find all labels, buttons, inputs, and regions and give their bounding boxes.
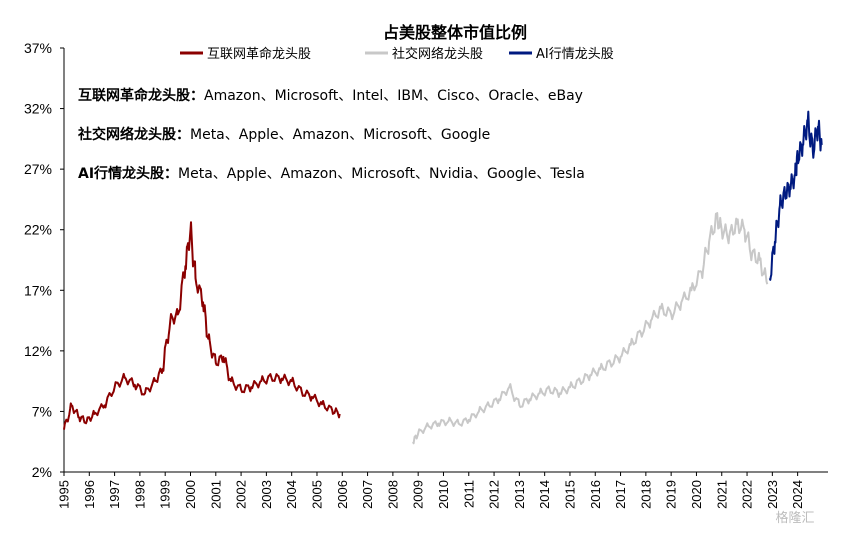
x-tick-label: 1999 (158, 480, 173, 509)
x-tick-label: 1996 (82, 480, 97, 509)
x-tick-label: 2001 (208, 480, 223, 509)
y-tick-label: 37% (24, 40, 52, 56)
x-tick-label: 2024 (790, 480, 805, 509)
x-tick-label: 2015 (563, 480, 578, 509)
y-tick-label: 27% (24, 161, 52, 177)
annotation-ai: AI行情龙头股：Meta、Apple、Amazon、Microsoft、Nvid… (78, 165, 585, 182)
x-tick-label: 1998 (132, 480, 147, 509)
x-tick-label: 2009 (411, 480, 426, 509)
legend-label-ai: AI行情龙头股 (536, 47, 614, 62)
annotation-block: 互联网革命龙头股：Amazon、Microsoft、Intel、IBM、Cisc… (77, 87, 585, 182)
x-tick-label: 2008 (385, 480, 400, 509)
y-tick-label: 2% (32, 464, 52, 480)
annotation-social: 社交网络龙头股：Meta、Apple、Amazon、Microsoft、Goog… (77, 126, 490, 143)
y-tick-label: 12% (24, 343, 52, 359)
x-tick-label: 2018 (638, 480, 653, 509)
x-tick-label: 2017 (613, 480, 628, 509)
axes: 37% 32% 27% 22% 17% 12% 7% 2% 1995 1996 1997 1998 19… (24, 40, 828, 509)
x-tick-label: 2007 (360, 480, 375, 509)
x-tick-label: 2003 (259, 480, 274, 509)
x-tick-label: 2020 (689, 480, 704, 509)
y-tick-label: 22% (24, 222, 52, 238)
x-tick-label: 2010 (436, 480, 451, 509)
x-tick-label: 2000 (183, 480, 198, 509)
annotation-ai-label: AI行情龙头股： (78, 165, 178, 182)
chart-title: 占美股整体市值比例 (383, 23, 527, 42)
x-tick-label: 2019 (664, 480, 679, 509)
annotation-internet: 互联网革命龙头股：Amazon、Microsoft、Intel、IBM、Cisc… (78, 87, 583, 104)
x-tick-label: 2002 (234, 480, 249, 509)
x-tick-label: 1997 (107, 480, 122, 509)
series-line-internet-leaders (63, 221, 341, 430)
x-tick-label: 2014 (537, 480, 552, 509)
series-line-social-leaders (412, 212, 769, 445)
x-tick-label: 2023 (765, 480, 780, 509)
y-tick-label: 32% (24, 101, 52, 117)
x-tick-label: 2012 (487, 480, 502, 509)
annotation-social-label: 社交网络龙头股： (77, 126, 190, 143)
annotation-internet-companies: Amazon、Microsoft、Intel、IBM、Cisco、Oracle、… (204, 88, 583, 104)
x-tick-label: 2016 (588, 480, 603, 509)
x-tick-label: 2022 (740, 480, 755, 509)
x-tick-label: 2005 (310, 480, 325, 509)
x-tick-label: 2013 (512, 480, 527, 509)
x-tick-label: 2004 (284, 480, 299, 509)
annotation-ai-companies: Meta、Apple、Amazon、Microsoft、Nvidia、Googl… (178, 166, 585, 182)
annotation-social-companies: Meta、Apple、Amazon、Microsoft、Google (190, 127, 490, 143)
y-tick-label: 7% (32, 403, 52, 419)
annotation-internet-label: 互联网革命龙头股： (78, 87, 204, 104)
y-tick-label: 17% (24, 282, 52, 298)
legend: 互联网革命龙头股 社交网络龙头股 AI行情龙头股 (180, 46, 614, 62)
x-tick-label: 2006 (335, 480, 350, 509)
series-line-ai-leaders (768, 110, 823, 281)
watermark-text: 格隆汇 (775, 510, 814, 526)
legend-label-internet: 互联网革命龙头股 (207, 46, 311, 62)
legend-label-social: 社交网络龙头股 (392, 46, 483, 62)
x-tick-label: 2021 (714, 480, 729, 509)
x-tick-label: 1995 (57, 480, 72, 509)
series-layer (63, 110, 823, 445)
x-tick-label: 2011 (461, 480, 476, 508)
